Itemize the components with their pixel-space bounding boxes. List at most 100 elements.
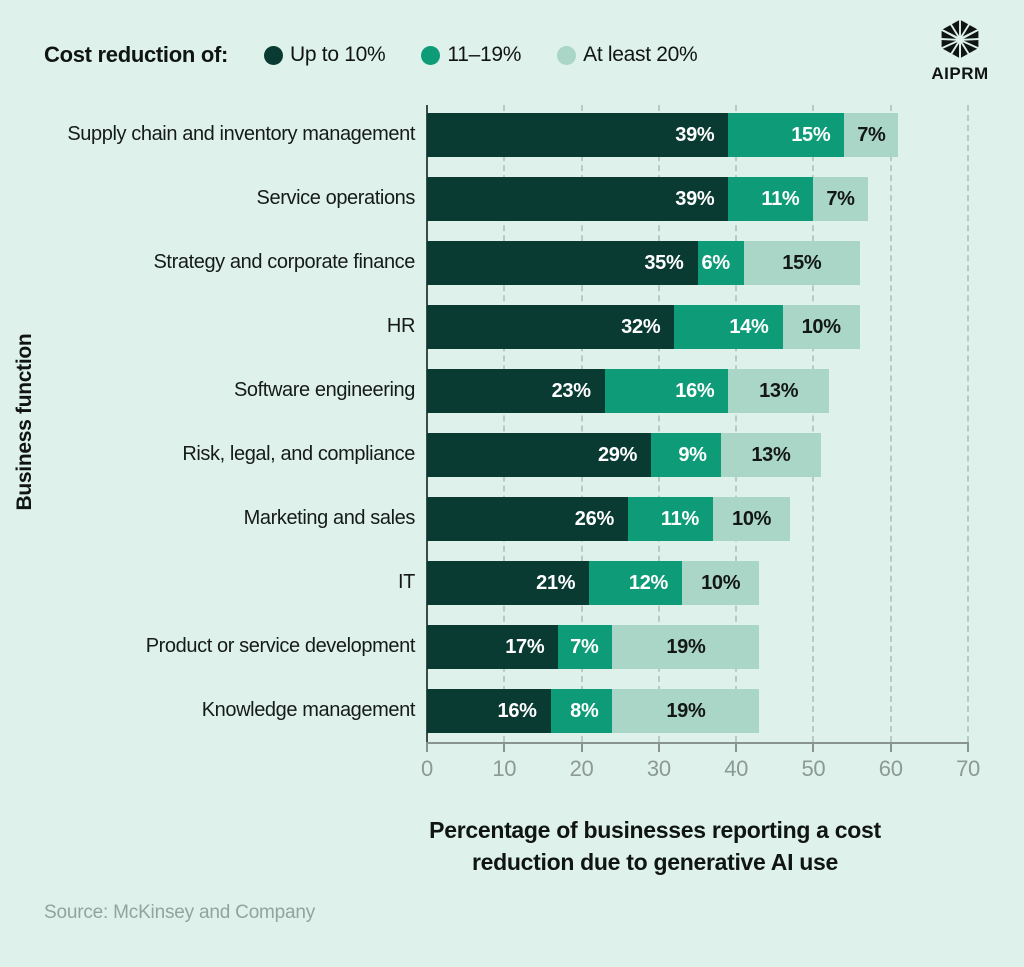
bar-segment: 11%: [728, 177, 814, 221]
legend-item-11-19: 11–19%: [421, 43, 521, 67]
bar-segment: 15%: [743, 241, 860, 285]
bar-value-label: 16%: [497, 699, 537, 722]
bar-segment: 23%: [427, 369, 605, 413]
bar-value-label: 10%: [732, 507, 772, 530]
bar-segment: 29%: [427, 433, 652, 477]
bar-segment: 10%: [682, 561, 760, 605]
x-axis-tick-label: 40: [724, 756, 749, 781]
aiprm-logo: AIPRM: [924, 16, 996, 84]
category-label: IT: [398, 571, 415, 593]
legend-swatch-mid-icon: [421, 45, 441, 65]
bar-value-label: 10%: [701, 571, 741, 594]
bar-segment: 39%: [427, 113, 729, 157]
bar-value-label: 26%: [574, 507, 614, 530]
x-axis-tick: [812, 742, 815, 752]
legend-item-at-least-20: At least 20%: [557, 43, 698, 67]
bar-segment: 10%: [782, 305, 860, 349]
category-label: Risk, legal, and compliance: [182, 443, 415, 465]
bar-value-label: 19%: [666, 635, 706, 658]
gridline: [812, 105, 815, 742]
bar-segment: 12%: [589, 561, 683, 605]
bar-value-label: 7%: [826, 187, 855, 210]
category-label: Supply chain and inventory management: [67, 123, 415, 145]
legend-item-up-to-10: Up to 10%: [264, 43, 386, 67]
category-label: Software engineering: [233, 379, 415, 401]
bar-value-label: 11%: [660, 507, 699, 530]
x-axis-tick: [889, 742, 892, 752]
y-axis-line: [426, 105, 428, 742]
bar-segment: 19%: [612, 689, 760, 733]
bar-value-label: 10%: [801, 315, 841, 338]
bar-segment: 21%: [427, 561, 590, 605]
x-axis-tick: [735, 742, 738, 752]
bar-value-label: 6%: [701, 251, 731, 274]
bar-segment: 11%: [627, 497, 713, 541]
bar-value-label: 16%: [675, 379, 715, 402]
legend: Cost reduction of: Up to 10% 11–19% At l…: [44, 42, 698, 68]
bar-value-label: 14%: [729, 315, 769, 338]
bar-value-label: 21%: [536, 571, 576, 594]
bar-segment: 7%: [558, 625, 613, 669]
bar-value-label: 17%: [505, 635, 545, 658]
category-label: Product or service development: [145, 635, 416, 657]
bar-segment: 17%: [427, 625, 559, 669]
x-axis-tick-label: 30: [646, 756, 671, 781]
bar-value-label: 15%: [782, 251, 822, 274]
category-label: Strategy and corporate finance: [153, 251, 415, 273]
x-axis-title: Percentage of businesses reporting a cos…: [380, 815, 930, 878]
bar-segment: 8%: [550, 689, 613, 733]
x-axis-tick-label: 0: [421, 756, 433, 781]
bar-segment: 10%: [712, 497, 791, 541]
bar-segment: 7%: [813, 177, 868, 221]
bar-segment: 35%: [427, 241, 698, 285]
bar-value-label: 32%: [621, 315, 661, 338]
bar-segment: 14%: [674, 305, 783, 349]
gridline: [889, 105, 892, 742]
x-axis-tick-label: 60: [878, 756, 903, 781]
aiprm-cube-icon: [939, 18, 981, 61]
x-axis-tick: [657, 742, 660, 752]
bar-segment: 16%: [604, 369, 729, 413]
gridline: [967, 105, 969, 742]
bar-segment: 39%: [427, 177, 729, 221]
legend-title: Cost reduction of:: [44, 42, 229, 67]
legend-item-label: Up to 10%: [290, 43, 386, 66]
bar-value-label: 29%: [597, 443, 638, 466]
bar-segment: 6%: [697, 241, 744, 285]
bar-value-label: 23%: [551, 379, 591, 402]
x-axis-tick-label: 20: [569, 756, 594, 781]
bar-value-label: 13%: [759, 379, 799, 402]
bar-segment: 26%: [427, 497, 628, 541]
legend-swatch-dark-icon: [264, 45, 284, 65]
x-axis-tick-label: 50: [801, 756, 826, 781]
logo-wordmark: AIPRM: [931, 64, 989, 83]
source-attribution: Source: McKinsey and Company: [44, 902, 316, 923]
x-axis-tick-label: 10: [492, 756, 517, 781]
bar-segment: 13%: [720, 433, 822, 477]
category-label: Service operations: [256, 187, 416, 209]
x-axis-tick: [503, 742, 506, 752]
x-axis-tick: [426, 742, 428, 752]
bar-value-label: 13%: [751, 443, 791, 466]
bar-segment: 32%: [427, 305, 675, 349]
category-label: HR: [386, 315, 415, 337]
gridline: [735, 105, 738, 742]
bar-value-label: 35%: [644, 251, 684, 274]
gridline: [503, 105, 506, 742]
bar-value-label: 11%: [761, 187, 800, 210]
bar-segment: 19%: [612, 625, 760, 669]
bar-value-label: 19%: [666, 699, 706, 722]
legend-item-label: At least 20%: [583, 43, 698, 66]
legend-swatch-light-icon: [557, 45, 577, 65]
bar-segment: 7%: [844, 113, 899, 157]
legend-item-label: 11–19%: [447, 43, 522, 66]
x-axis-tick-label: 70: [956, 756, 980, 781]
bar-segment: 13%: [728, 369, 829, 413]
bar-value-label: 8%: [570, 699, 599, 722]
bar-segment: 16%: [427, 689, 551, 733]
bar-segment: 9%: [651, 433, 721, 477]
gridline: [580, 105, 583, 742]
bar-value-label: 7%: [857, 123, 886, 146]
